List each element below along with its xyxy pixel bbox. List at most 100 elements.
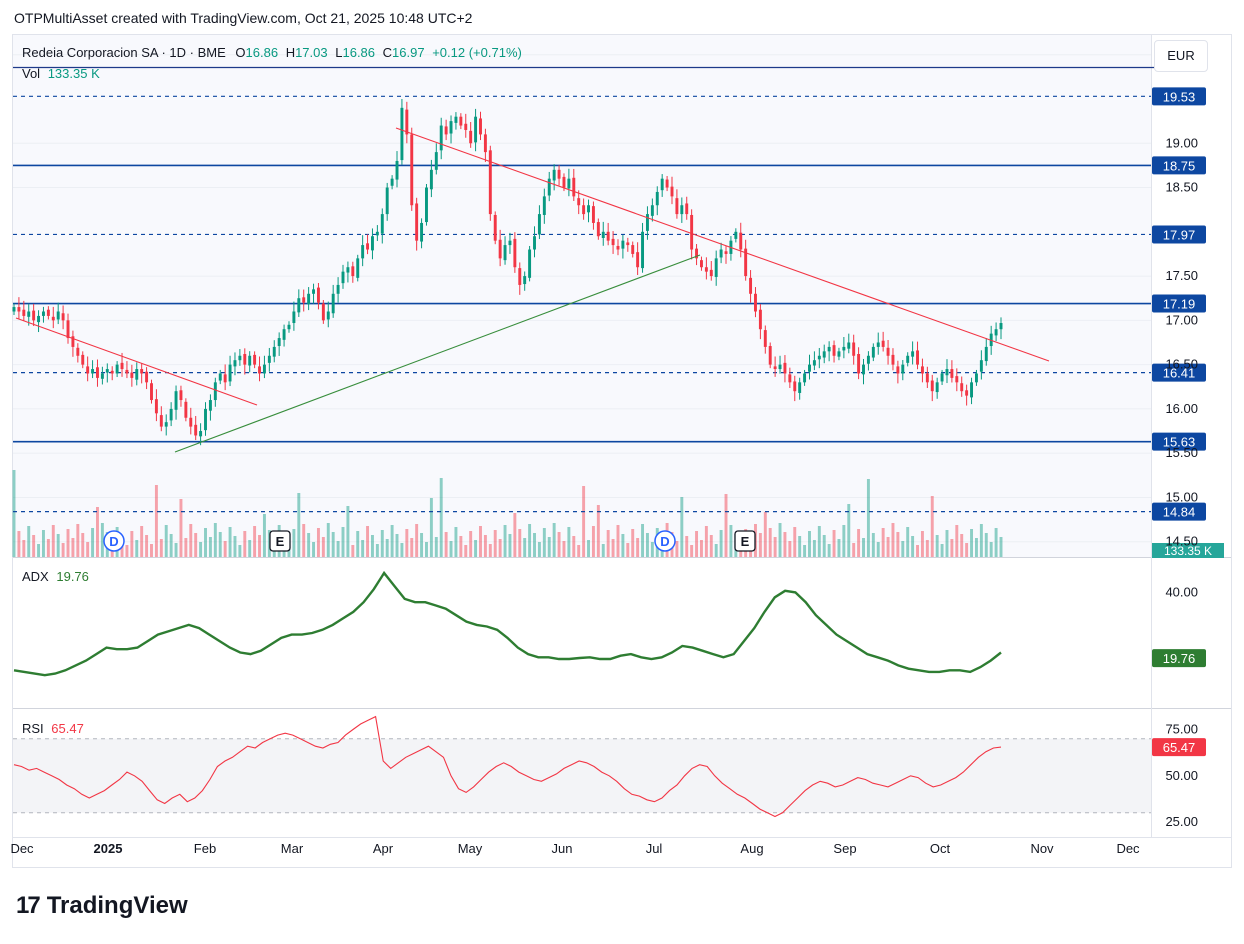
volume-bar [17,531,21,557]
candle-body [793,381,797,392]
volume-bar [808,531,811,557]
volume-bar [650,542,654,557]
candle-body [965,390,969,396]
volume-bar [297,493,301,557]
volume-bar [159,539,163,557]
candle-body [930,380,934,392]
candle-body [950,369,954,378]
volume-bar [218,532,222,557]
rsi-value: 65.47 [51,721,84,736]
symbol-name[interactable]: Redeia Corporacion SA · 1D · BME [22,45,226,60]
volume-tag-label: 133.35 K [1164,544,1212,558]
candle-body [287,324,291,330]
candle-body [754,293,757,312]
currency-selector[interactable]: EUR [1154,40,1208,72]
volume-bar [321,537,325,557]
candle-body [881,340,885,347]
volume-bar [307,533,311,557]
price-tick-label: 16.00 [1165,401,1198,416]
rsi-legend[interactable]: RSI 65.47 [22,721,84,736]
volume-bar [641,524,645,557]
candle-body [243,353,247,365]
volume-bar [891,523,895,557]
candle-body [321,303,325,321]
candle-body [253,354,257,365]
candle-body [71,336,75,347]
volume-bar [523,538,527,557]
candle-body [542,196,546,215]
volume-bar [346,506,350,557]
candle-body [498,239,502,259]
rsi-tick-label: 75.00 [1165,722,1198,737]
candle-body [189,417,193,427]
volume-bar [405,529,409,557]
volume-bar [336,541,340,557]
candle-body [199,431,203,437]
volume-bar [979,524,983,557]
candle-body [916,350,919,365]
rsi-tick-label: 25.00 [1165,814,1198,829]
symbol-legend[interactable]: Redeia Corporacion SA · 1D · BME O16.86 … [22,45,522,60]
volume-bar [356,531,360,557]
time-axis-label: 2025 [94,841,123,856]
candle-body [218,373,222,381]
volume-bar [881,528,885,557]
candle-body [808,364,811,372]
volume-bar [508,534,512,557]
candle-body [331,293,335,314]
volume-bar [960,534,964,557]
candle-body [523,276,527,285]
candle-body [390,178,394,186]
candle-body [783,362,787,374]
volume-bar [385,539,389,557]
volume-bar [587,540,590,557]
candle-body [425,187,428,223]
adx-legend[interactable]: ADX 19.76 [22,569,89,584]
candle-body [385,187,389,215]
volume-bar [803,545,807,557]
volume-bar [763,512,767,557]
candle-body [749,277,753,294]
volume-bar [827,544,831,557]
candle-body [41,311,45,316]
volume-bar [184,538,188,557]
tradingview-logo[interactable]: 17 TradingView [16,892,188,920]
volume-bar [788,541,792,557]
candle-body [655,191,659,206]
candle-body [970,382,974,398]
volume-bar [12,470,16,557]
candle-body [150,383,153,401]
low-value: 16.86 [342,45,376,60]
candle-body [670,186,674,197]
volume-bar [459,536,463,557]
candle-body [778,364,782,370]
tradingview-brand: TradingView [46,892,188,919]
candle-body [228,364,232,382]
volume-bar [552,523,556,557]
volume-bar [208,537,212,557]
time-axis-label: Feb [194,841,216,856]
candle-body [297,298,301,313]
volume-bar [616,525,620,557]
adx-line [13,570,1002,677]
price-level-tag-label: 19.53 [1163,89,1196,104]
price-level-tag-label: 15.63 [1163,435,1196,450]
candle-body [680,205,684,215]
volume-bar [154,485,158,557]
volume-bar [606,530,610,557]
volume-bar [61,543,65,557]
volume-legend[interactable]: Vol 133.35 K [22,66,100,81]
volume-bar [866,479,870,557]
candle-body [100,373,104,379]
candle-body [513,238,517,268]
volume-bar [729,525,733,557]
candle-body [788,374,792,383]
volume-bar [498,539,502,557]
volume-bar [503,525,507,557]
volume-bar [474,540,478,557]
candle-body [773,366,777,370]
candle-body [366,243,370,250]
volume-bar [714,544,718,557]
volume-bar [955,525,959,557]
